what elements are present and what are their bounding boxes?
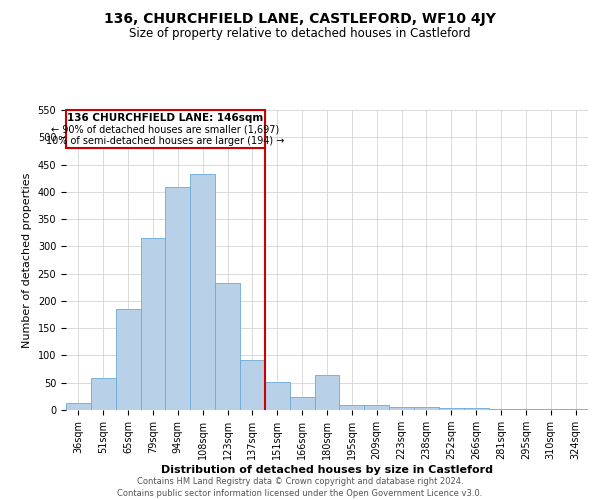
Text: 10% of semi-detached houses are larger (194) →: 10% of semi-detached houses are larger (… <box>46 136 284 145</box>
Bar <box>166 188 190 410</box>
Bar <box>314 374 340 410</box>
Bar <box>563 409 588 410</box>
Text: Size of property relative to detached houses in Castleford: Size of property relative to detached ho… <box>129 28 471 40</box>
Bar <box>514 409 538 410</box>
Bar <box>464 408 488 410</box>
Bar <box>91 378 116 410</box>
Text: 136, CHURCHFIELD LANE, CASTLEFORD, WF10 4JY: 136, CHURCHFIELD LANE, CASTLEFORD, WF10 … <box>104 12 496 26</box>
Bar <box>240 360 265 410</box>
Bar <box>439 408 464 410</box>
Bar <box>116 308 140 410</box>
Bar <box>290 397 314 410</box>
Bar <box>66 110 265 148</box>
Text: ← 90% of detached houses are smaller (1,697): ← 90% of detached houses are smaller (1,… <box>52 124 280 134</box>
Bar <box>414 408 439 410</box>
Bar <box>140 238 166 410</box>
X-axis label: Distribution of detached houses by size in Castleford: Distribution of detached houses by size … <box>161 465 493 475</box>
Bar <box>265 382 290 410</box>
Bar <box>488 409 514 410</box>
Y-axis label: Number of detached properties: Number of detached properties <box>22 172 32 348</box>
Text: Contains HM Land Registry data © Crown copyright and database right 2024.
Contai: Contains HM Land Registry data © Crown c… <box>118 476 482 498</box>
Text: 136 CHURCHFIELD LANE: 146sqm: 136 CHURCHFIELD LANE: 146sqm <box>67 112 263 122</box>
Bar <box>190 174 215 410</box>
Bar <box>340 404 364 410</box>
Bar <box>66 404 91 410</box>
Bar <box>364 404 389 410</box>
Bar <box>389 408 414 410</box>
Bar <box>215 284 240 410</box>
